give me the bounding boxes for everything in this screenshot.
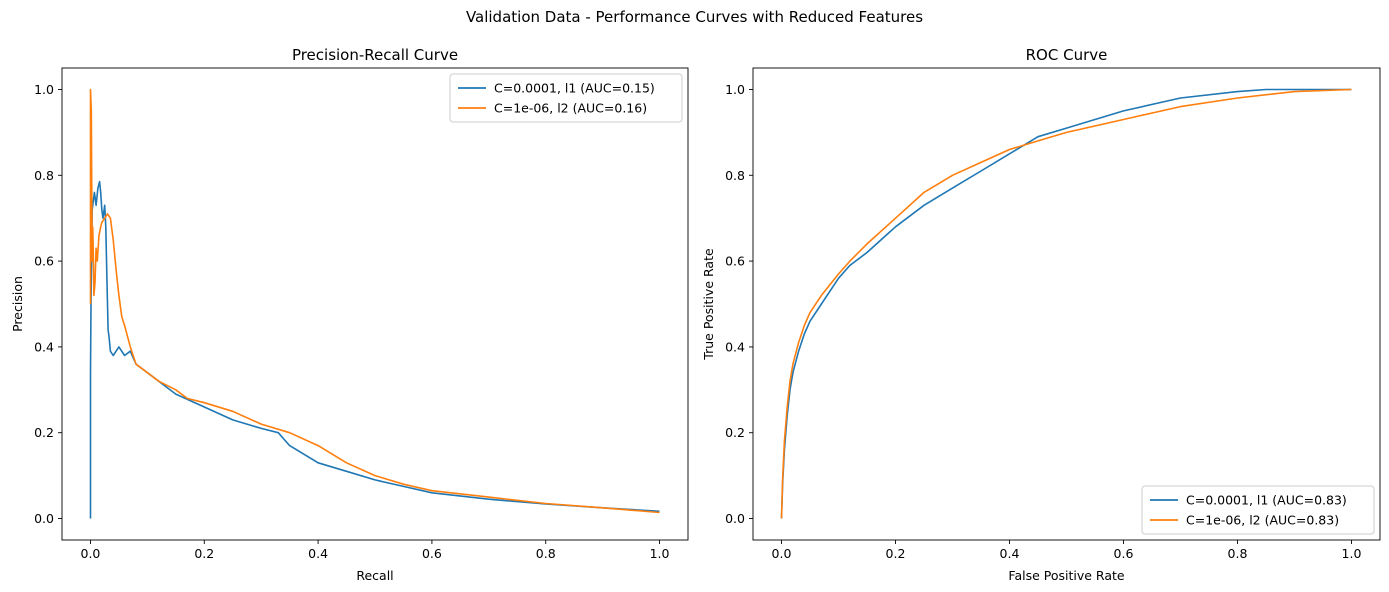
pr-ytick-label: 0.2 (34, 425, 54, 440)
pr-legend-label: C=0.0001, l1 (AUC=0.15) (494, 81, 655, 96)
pr-series-line-2 (89, 88, 660, 514)
roc-ylabel: True Positive Rate (701, 248, 716, 361)
pr-ytick-label: 0.6 (34, 254, 54, 269)
roc-xtick-label: 0.6 (1114, 546, 1134, 561)
pr-xtick-label: 0.6 (422, 546, 442, 561)
roc-xtick-label: 1.0 (1342, 546, 1362, 561)
roc-chart: 0.0 0.2 0.4 0.6 0.8 1.0 0.0 0.2 0.4 0.6 0.8 1.0 ROC … (701, 46, 1381, 583)
pr-ytick-label: 0.0 (34, 511, 54, 526)
roc-legend-box (1141, 485, 1375, 535)
roc-series-line-1 (780, 88, 1352, 519)
roc-xtick-label: 0.0 (772, 546, 792, 561)
roc-series-line-2 (780, 88, 1352, 519)
pr-xtick-label: 0.4 (308, 546, 328, 561)
figure-suptitle: Validation Data - Performance Curves wit… (465, 8, 924, 26)
pr-series-line-1 (89, 180, 660, 519)
roc-ytick-label: 0.4 (725, 339, 745, 354)
pr-ylabel: Precision (10, 276, 25, 332)
roc-xtick-label: 0.2 (886, 546, 906, 561)
roc-ytick-label: 0.8 (725, 168, 745, 183)
pr-legend-box (449, 73, 683, 123)
pr-chart: 0.0 0.2 0.4 0.6 0.8 1.0 0.0 0.2 0.4 0.6 0.8 1.0 Prec… (10, 46, 689, 583)
roc-legend-label: C=1e-06, l2 (AUC=0.83) (1186, 513, 1339, 528)
pr-legend-label: C=1e-06, l2 (AUC=0.16) (494, 101, 647, 116)
roc-legend-label: C=0.0001, l1 (AUC=0.83) (1186, 493, 1347, 508)
roc-ytick-label: 0.2 (725, 425, 745, 440)
roc-xtick-label: 0.8 (1228, 546, 1248, 561)
pr-legend: C=0.0001, l1 (AUC=0.15) C=1e-06, l2 (AUC=… (449, 73, 683, 123)
pr-ytick-label: 0.8 (34, 168, 54, 183)
roc-title: ROC Curve (1026, 46, 1108, 64)
pr-title: Precision-Recall Curve (292, 46, 458, 64)
pr-ytick-label: 1.0 (34, 82, 54, 97)
pr-xlabel: Recall (356, 568, 393, 583)
roc-legend: C=0.0001, l1 (AUC=0.83) C=1e-06, l2 (AUC=… (1141, 485, 1375, 535)
roc-ytick-label: 1.0 (725, 82, 745, 97)
pr-xtick-label: 0.0 (81, 546, 101, 561)
roc-xtick-label: 0.4 (1000, 546, 1020, 561)
roc-ytick-label: 0.0 (725, 511, 745, 526)
pr-ytick-label: 0.4 (34, 339, 54, 354)
pr-axes-frame (61, 67, 689, 541)
roc-axes-frame (752, 67, 1381, 541)
pr-xtick-label: 0.2 (194, 546, 214, 561)
pr-xtick-label: 0.8 (536, 546, 556, 561)
roc-xlabel: False Positive Rate (1008, 568, 1124, 583)
pr-xtick-label: 1.0 (650, 546, 670, 561)
roc-ytick-label: 0.6 (725, 254, 745, 269)
